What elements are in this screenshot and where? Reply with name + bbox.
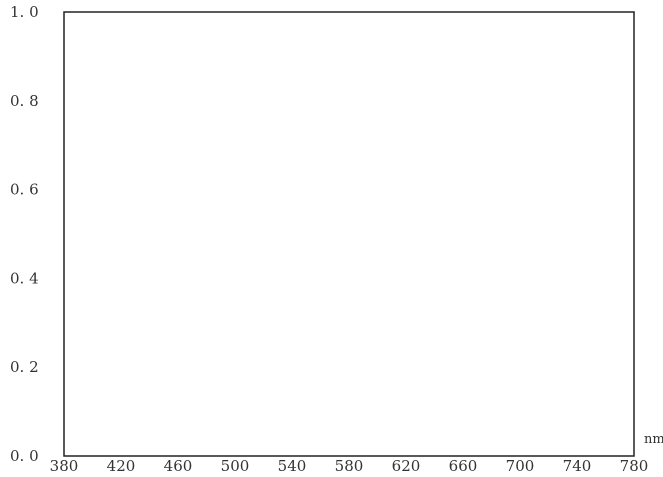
x-tick-label: 380	[50, 457, 79, 475]
x-unit-label: nm	[644, 432, 663, 447]
plot-frame	[63, 11, 635, 457]
x-tick-label: 660	[449, 457, 478, 475]
x-tick-labels: 380 420 460 500 540 580 620 660 700 740 780	[50, 457, 649, 475]
y-tick-label: 1. 0	[10, 3, 39, 21]
x-tick-label: 700	[506, 457, 535, 475]
y-tick-label: 0. 8	[10, 92, 39, 110]
x-tick-label: 620	[392, 457, 421, 475]
y-tick-label: 0. 6	[10, 181, 39, 199]
y-tick-label: 0. 0	[10, 447, 39, 465]
x-tick-label: 780	[620, 457, 649, 475]
y-tick-label: 0. 4	[10, 269, 39, 287]
x-tick-label: 580	[335, 457, 364, 475]
x-tick-label: 540	[278, 457, 307, 475]
x-tick-label: 500	[221, 457, 250, 475]
x-tick-label: 420	[107, 457, 136, 475]
x-tick-label: 740	[563, 457, 592, 475]
x-tick-label: 460	[164, 457, 193, 475]
y-tick-label: 0. 2	[10, 358, 39, 376]
y-tick-labels: 0. 0 0. 2 0. 4 0. 6 0. 8 1. 0	[10, 3, 39, 465]
